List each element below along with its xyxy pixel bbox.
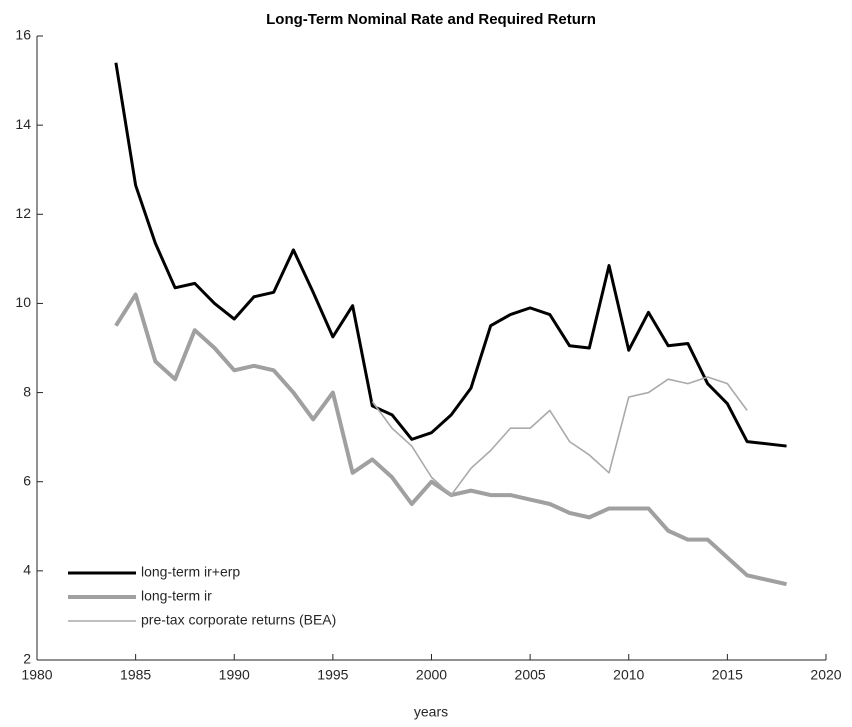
legend-label: long-term ir+erp: [141, 564, 240, 580]
x-tick-label: 1985: [120, 667, 151, 683]
y-tick-label: 10: [15, 294, 31, 310]
series-line: [371, 376, 748, 496]
legend-label: pre-tax corporate returns (BEA): [141, 612, 336, 628]
x-tick-label: 1990: [219, 667, 250, 683]
x-tick-label: 2015: [712, 667, 743, 683]
y-tick-label: 8: [23, 383, 31, 399]
x-tick-label: 1995: [317, 667, 348, 683]
x-tick-label: 2010: [613, 667, 644, 683]
x-tick-label: 1980: [21, 667, 52, 683]
y-tick-label: 14: [15, 116, 31, 132]
series-line: [114, 62, 787, 448]
y-tick-label: 16: [15, 27, 31, 43]
legend-label: long-term ir: [141, 588, 212, 604]
y-tick-label: 2: [23, 651, 31, 667]
x-tick-label: 2005: [515, 667, 546, 683]
x-tick-label: 2020: [810, 667, 841, 683]
chart-title: Long-Term Nominal Rate and Required Retu…: [266, 11, 596, 28]
y-tick-label: 12: [15, 205, 31, 221]
x-tick-label: 2000: [416, 667, 447, 683]
x-axis-label: years: [414, 704, 448, 720]
series-line: [114, 292, 787, 587]
y-tick-label: 4: [23, 562, 31, 578]
y-tick-label: 6: [23, 472, 31, 488]
